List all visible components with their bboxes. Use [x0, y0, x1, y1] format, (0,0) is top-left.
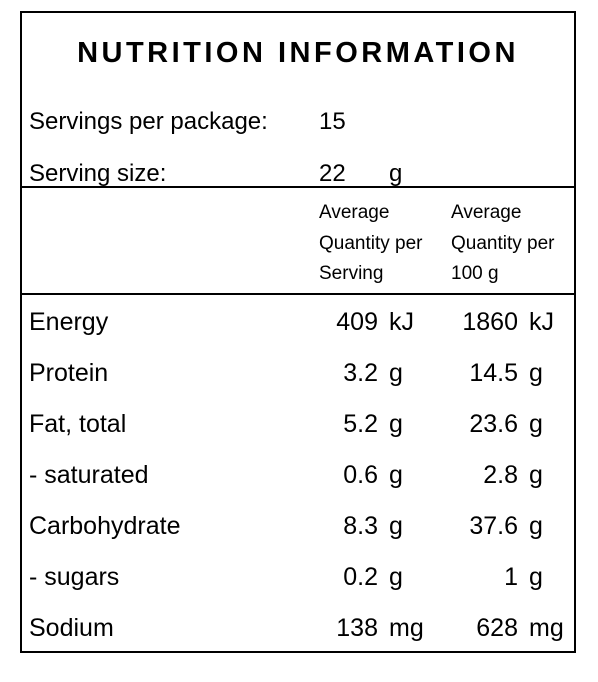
serving-size-label: Serving size: [29, 160, 167, 187]
per-serving-unit: g [389, 461, 403, 489]
per-serving-value: 5.2 [343, 410, 378, 438]
column-header-per-serving: Average Quantity per Serving [319, 202, 423, 284]
table-row: Sodium 138 mg 628 mg [22, 613, 574, 643]
per-100g-value: 1860 [462, 308, 518, 336]
table-row: Fat, total 5.2 g 23.6 g [22, 409, 574, 439]
per-serving-value: 0.2 [343, 563, 378, 591]
per-100g-unit: g [529, 563, 543, 591]
per-100g-unit: g [529, 359, 543, 387]
per-serving-unit: g [389, 359, 403, 387]
nutrition-panel: NUTRITION INFORMATION Servings per packa… [20, 11, 576, 653]
per-serving-unit: g [389, 410, 403, 438]
per-serving-unit: g [389, 512, 403, 540]
per-serving-value: 409 [336, 308, 378, 336]
nutrient-name: - sugars [29, 563, 120, 591]
nutrient-name: Energy [29, 308, 109, 336]
per-serving-unit: g [389, 563, 403, 591]
nutrient-name: - saturated [29, 461, 149, 489]
nutrient-name: Protein [29, 359, 109, 387]
per-100g-value: 14.5 [469, 359, 518, 387]
column-header-per-100g: Average Quantity per 100 g [451, 202, 555, 284]
per-serving-unit: mg [389, 614, 424, 642]
servings-value: 15 [319, 108, 346, 135]
nutrient-name: Fat, total [29, 410, 127, 438]
table-row: - saturated 0.6 g 2.8 g [22, 460, 574, 490]
per-100g-value: 23.6 [469, 410, 518, 438]
per-serving-value: 138 [336, 614, 378, 642]
per-serving-value: 8.3 [343, 512, 378, 540]
per-serving-value: 3.2 [343, 359, 378, 387]
panel-title: NUTRITION INFORMATION [77, 37, 519, 69]
table-divider [22, 293, 574, 295]
per-100g-value: 628 [476, 614, 518, 642]
servings-label: Servings per package: [29, 108, 268, 135]
per-serving-value: 0.6 [343, 461, 378, 489]
nutrient-name: Carbohydrate [29, 512, 181, 540]
table-row: Energy 409 kJ 1860 kJ [22, 307, 574, 337]
per-100g-unit: g [529, 512, 543, 540]
per-100g-unit: mg [529, 614, 564, 642]
table-row: Carbohydrate 8.3 g 37.6 g [22, 511, 574, 541]
nutrient-name: Sodium [29, 614, 114, 642]
per-100g-value: 2.8 [483, 461, 518, 489]
per-100g-value: 37.6 [469, 512, 518, 540]
serving-size-unit: g [389, 160, 403, 187]
per-100g-value: 1 [504, 563, 518, 591]
serving-size-value: 22 [319, 160, 346, 187]
table-row: Protein 3.2 g 14.5 g [22, 358, 574, 388]
per-100g-unit: g [529, 461, 543, 489]
header-divider [22, 186, 574, 188]
table-row: - sugars 0.2 g 1 g [22, 562, 574, 592]
per-100g-unit: g [529, 410, 543, 438]
per-100g-unit: kJ [529, 308, 554, 336]
per-serving-unit: kJ [389, 308, 414, 336]
